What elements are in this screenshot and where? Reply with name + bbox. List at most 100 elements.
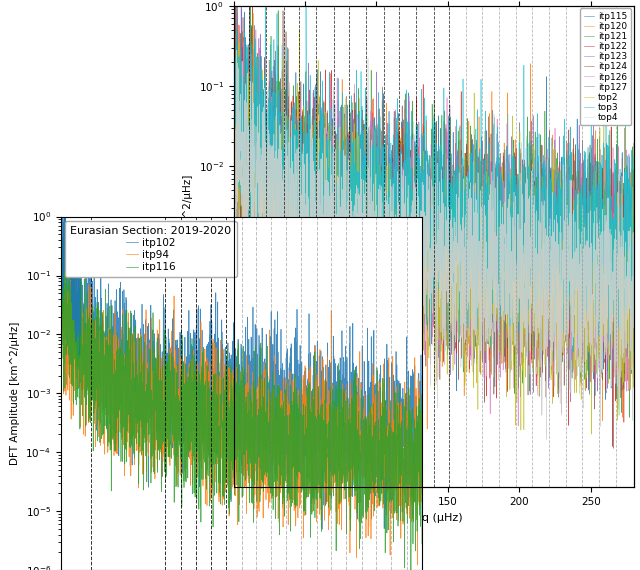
itp116 — [417, 466, 424, 473]
Line: itp122: itp122 — [234, 6, 634, 446]
top4 — [627, 321, 635, 328]
itp116 — [58, 237, 66, 244]
itp115 — [233, 2, 241, 9]
itp124 — [591, 406, 598, 413]
top2 — [410, 229, 418, 235]
itp126 — [472, 240, 479, 247]
itp120 — [545, 239, 553, 246]
itp94 — [419, 466, 426, 473]
top3 — [262, 2, 269, 9]
itp126 — [379, 202, 387, 209]
itp123 — [232, 2, 240, 9]
itp94 — [276, 440, 284, 447]
itp115 — [559, 206, 567, 213]
itp127 — [630, 140, 637, 146]
top2 — [588, 431, 595, 438]
itp124 — [232, 2, 239, 9]
itp123 — [627, 199, 635, 206]
itp122 — [630, 290, 637, 296]
Y-axis label: DFT Amplitude [km^2/μHz]: DFT Amplitude [km^2/μHz] — [10, 321, 20, 465]
Line: itp124: itp124 — [234, 6, 634, 409]
itp94 — [220, 421, 228, 428]
itp127 — [559, 233, 567, 240]
top2 — [230, 127, 237, 133]
itp121 — [545, 219, 552, 226]
Line: itp120: itp120 — [234, 25, 634, 429]
itp127 — [410, 243, 418, 250]
top4 — [543, 436, 550, 443]
itp126 — [515, 422, 522, 429]
top3 — [230, 166, 237, 173]
itp116 — [191, 453, 199, 460]
itp121 — [230, 157, 237, 164]
top3 — [559, 230, 567, 237]
itp127 — [610, 445, 618, 452]
top4 — [379, 284, 387, 291]
itp124 — [410, 221, 418, 227]
itp120 — [627, 233, 635, 240]
itp94 — [191, 368, 199, 375]
itp126 — [230, 66, 237, 73]
itp102 — [342, 454, 349, 461]
itp120 — [235, 22, 243, 29]
itp122 — [609, 443, 616, 450]
top2 — [250, 10, 257, 17]
itp127 — [472, 219, 479, 226]
Line: itp121: itp121 — [234, 6, 634, 417]
top2 — [630, 269, 637, 276]
Line: top2: top2 — [234, 13, 634, 434]
itp102 — [57, 318, 65, 325]
Line: itp115: itp115 — [234, 6, 634, 400]
itp121 — [410, 304, 418, 311]
itp123 — [472, 316, 479, 323]
itp122 — [379, 266, 387, 273]
itp127 — [379, 174, 387, 181]
Line: top4: top4 — [234, 20, 634, 439]
Y-axis label: DFT Amplitude [km^2/μHz]: DFT Amplitude [km^2/μHz] — [183, 175, 193, 318]
top4 — [545, 315, 553, 322]
itp127 — [230, 11, 237, 18]
top2 — [472, 218, 479, 225]
itp123 — [379, 171, 387, 178]
itp102 — [318, 526, 326, 532]
itp115 — [410, 181, 418, 188]
top2 — [379, 186, 387, 193]
itp121 — [247, 2, 255, 9]
top4 — [472, 317, 479, 324]
itp120 — [472, 200, 480, 207]
itp115 — [230, 26, 237, 33]
itp122 — [559, 336, 567, 343]
itp102 — [191, 359, 199, 365]
itp126 — [233, 2, 241, 9]
top3 — [627, 297, 635, 304]
itp122 — [410, 250, 418, 257]
itp127 — [627, 309, 635, 316]
top2 — [627, 268, 635, 275]
itp123 — [545, 313, 552, 320]
itp116 — [342, 406, 349, 413]
itp116 — [419, 473, 426, 479]
Legend: itp102, itp94, itp116: itp102, itp94, itp116 — [65, 221, 237, 278]
itp94 — [58, 243, 65, 250]
itp116 — [407, 567, 415, 570]
itp102 — [419, 393, 426, 400]
top3 — [472, 279, 479, 286]
itp115 — [602, 396, 609, 403]
itp127 — [233, 2, 241, 9]
Line: itp123: itp123 — [234, 6, 634, 402]
itp122 — [472, 214, 479, 221]
itp120 — [559, 234, 567, 241]
itp124 — [559, 257, 567, 264]
X-axis label: Freq (μHz): Freq (μHz) — [404, 512, 463, 523]
itp115 — [627, 370, 635, 377]
itp121 — [472, 225, 479, 232]
itp126 — [627, 279, 635, 286]
itp120 — [230, 58, 237, 65]
itp122 — [231, 2, 239, 9]
itp94 — [355, 431, 362, 438]
itp120 — [410, 274, 418, 280]
itp116 — [276, 439, 284, 446]
itp121 — [630, 339, 637, 345]
itp115 — [545, 288, 552, 295]
itp94 — [57, 304, 65, 311]
